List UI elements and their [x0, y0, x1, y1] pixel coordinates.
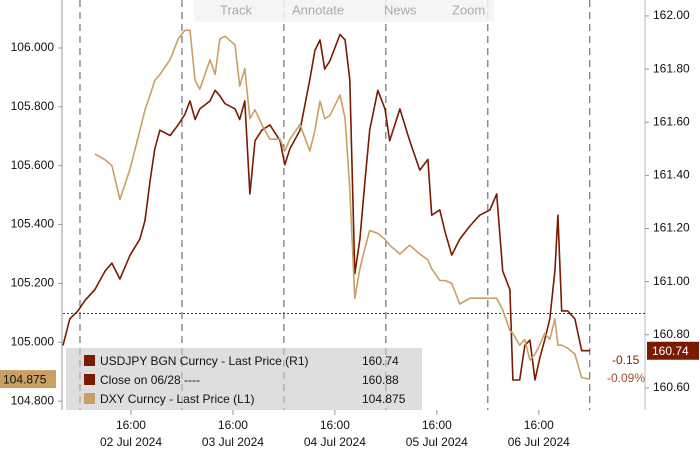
y2-tick-label: 161.60 [653, 114, 690, 128]
y-tick-label: 104.800 [11, 393, 55, 407]
y-tick-label: 105.200 [11, 276, 55, 290]
x-tick-label: 16:00 [524, 418, 554, 432]
y2-tick-label: 162.00 [653, 8, 690, 22]
x-date-label: 02 Jul 2024 [100, 435, 162, 449]
x-tick-label: 16:00 [218, 418, 248, 432]
last-price-label: 104.875 [3, 372, 47, 386]
annotation: -0.15 [612, 353, 640, 367]
legend-swatch [84, 355, 95, 366]
y-tick-label: 105.800 [11, 99, 55, 113]
x-date-label: 06 Jul 2024 [508, 435, 570, 449]
legend-bg [66, 348, 422, 410]
y-tick-label: 106.000 [11, 40, 55, 54]
legend-swatch [84, 374, 95, 385]
legend-value: 160.74 [362, 354, 399, 368]
x-tick-label: 16:00 [116, 418, 146, 432]
y-tick-label: 105.600 [11, 158, 55, 172]
plot-area: 16:00 02 Jul 2024 16:00 03 Jul 2024 16:00 04 … [11, 0, 690, 449]
toolbar-zoom[interactable]: Zoom [452, 2, 485, 17]
x-date-label: 03 Jul 2024 [202, 435, 264, 449]
legend-swatch [84, 393, 95, 404]
annotation: -0.09% [607, 371, 645, 385]
series-line [62, 33, 590, 381]
y2-tick-label: 161.00 [653, 274, 690, 288]
y2-tick-label: 160.80 [653, 327, 690, 341]
legend-label: DXY Curncy - Last Price (L1) [100, 392, 255, 406]
last-price-tag [647, 341, 699, 360]
y2-tick-label: 161.20 [653, 221, 690, 235]
legend-label: Close on 06/28 ---- [100, 373, 200, 387]
x-date-label: 05 Jul 2024 [406, 435, 468, 449]
last-price-label: 160.74 [652, 344, 689, 358]
toolbar-bg [194, 0, 494, 22]
last-price-tag [0, 370, 56, 389]
x-tick-label: 16:00 [422, 418, 452, 432]
series-line [94, 29, 590, 380]
toolbar-annotate[interactable]: Annotate [292, 2, 344, 17]
legend: USDJPY BGN Curncy - Last Price (R1) 160.… [66, 348, 422, 410]
y-tick-label: 105.000 [11, 334, 55, 348]
toolbar-track[interactable]: Track [220, 2, 253, 17]
y2-tick-label: 161.80 [653, 61, 690, 75]
y2-tick-label: 160.60 [653, 380, 690, 394]
legend-value: 104.875 [362, 392, 406, 406]
legend-label: USDJPY BGN Curncy - Last Price (R1) [100, 354, 309, 368]
y2-tick-label: 161.40 [653, 168, 690, 182]
y-tick-label: 105.400 [11, 217, 55, 231]
x-tick-label: 16:00 [320, 418, 350, 432]
x-date-label: 04 Jul 2024 [304, 435, 366, 449]
toolbar-news[interactable]: News [384, 2, 417, 17]
legend-value: 160.88 [362, 373, 399, 387]
toolbar: Track Annotate News Zoom [194, 0, 494, 22]
